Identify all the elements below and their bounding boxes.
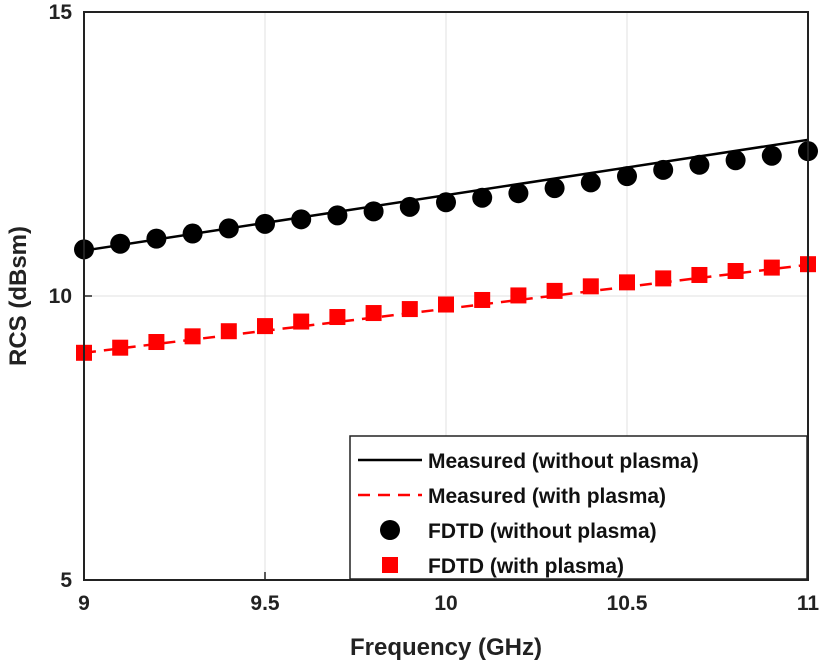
legend-label: Measured (with plasma) <box>428 485 666 508</box>
data-point-square <box>365 305 382 322</box>
data-point-circle <box>363 201 384 222</box>
legend-box <box>349 435 808 580</box>
y-tick-label: 5 <box>60 569 72 592</box>
x-axis-title: Frequency (GHz) <box>350 634 542 661</box>
data-point-circle <box>399 196 420 217</box>
data-point-circle <box>508 183 529 204</box>
legend-label: FDTD (without plasma) <box>428 520 657 543</box>
data-point-square <box>691 266 708 283</box>
legend-label: Measured (without plasma) <box>428 450 699 473</box>
legend-swatch-circle <box>380 520 400 540</box>
data-point-square <box>763 259 780 276</box>
data-point-circle <box>146 228 167 249</box>
legend-label: FDTD (with plasma) <box>428 555 624 578</box>
data-point-circle <box>291 209 312 230</box>
series-markers <box>74 141 818 361</box>
tick-labels: 9 9.5 10 10.5 11 5 10 15 <box>49 1 820 615</box>
data-point-square <box>401 301 418 318</box>
x-tick-label: 11 <box>797 592 820 615</box>
data-point-circle <box>327 205 348 226</box>
data-point-circle <box>761 145 782 166</box>
data-point-square <box>220 323 237 340</box>
data-point-square <box>184 328 201 345</box>
legend-swatch-square <box>382 557 398 573</box>
data-point-circle <box>689 154 710 175</box>
data-point-square <box>619 274 635 291</box>
data-point-circle <box>472 187 493 208</box>
data-point-square <box>655 270 672 287</box>
data-point-square <box>546 282 563 299</box>
data-point-circle <box>182 223 203 244</box>
y-tick-label: 10 <box>49 285 72 308</box>
data-point-square <box>438 296 454 313</box>
data-point-square <box>329 309 346 326</box>
data-point-square <box>474 291 491 308</box>
data-point-circle <box>110 233 131 254</box>
data-point-circle <box>255 213 275 234</box>
data-point-circle <box>544 178 565 199</box>
data-point-circle <box>725 150 746 171</box>
data-point-square <box>148 334 165 351</box>
data-point-circle <box>617 166 637 187</box>
data-point-square <box>293 313 310 330</box>
y-axis-title: RCS (dBsm) <box>5 226 32 366</box>
data-point-square <box>727 263 744 280</box>
data-point-square <box>582 278 599 295</box>
y-tick-label: 15 <box>49 1 73 24</box>
x-tick-label: 10.5 <box>607 592 648 615</box>
x-tick-label: 9 <box>78 592 90 615</box>
data-point-square <box>510 287 527 304</box>
data-point-circle <box>653 159 674 180</box>
data-point-circle <box>218 218 239 239</box>
legend: Measured (without plasma) Measured (with … <box>349 435 808 580</box>
data-point-circle <box>436 192 456 213</box>
data-point-square <box>112 339 129 356</box>
x-tick-label: 9.5 <box>250 592 280 615</box>
data-point-circle <box>580 172 601 193</box>
data-point-square <box>257 318 273 335</box>
x-tick-label: 10 <box>434 592 457 615</box>
